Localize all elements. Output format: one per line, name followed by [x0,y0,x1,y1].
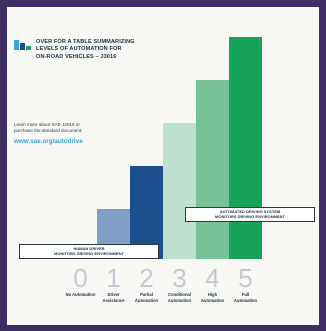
header-line: LEVELS OF AUTOMATION FOR [36,46,122,53]
level-5-bar [229,37,262,259]
sae-card: OVER FOR A TABLE SUMMARIZING LEVELS OF A… [7,7,319,325]
level-2-number: 2 [139,263,153,293]
level-1-label: Assistance [102,298,125,303]
autodrive-link[interactable]: www.sae.org/autodrive [14,138,83,145]
human-driver-line: HUMAN DRIVER [73,246,105,251]
level-4-number: 4 [205,263,219,293]
level-5-label: Automation [234,298,258,303]
level-4-label: High [208,292,218,297]
level-2-label: Automation [135,298,159,303]
human-driver-label: HUMAN DRIVER MONITORS DRIVING ENVIRONMEN… [19,244,159,259]
level-4-bar [196,80,229,259]
automated-system-label: AUTOMATED DRIVING SYSTEM MONITORS DRIVIN… [185,207,315,222]
sae-logo-icon [14,40,31,50]
automated-system-line: MONITORS DRIVING ENVIRONMENT [215,214,285,219]
learn-more-line: purchase the standard document: [14,128,83,134]
level-3-label: Automation [168,298,192,303]
level-3-number: 3 [172,263,186,293]
level-0-label: No Automation [66,292,96,297]
human-driver-line: MONITORS DRIVING ENVIRONMENT [54,251,124,256]
learn-more-text: Learn more about SAE J3016 or purchase t… [14,122,124,134]
level-1-label: Driver [107,292,119,297]
learn-more-line: Learn more about SAE J3016 or [14,122,80,127]
header-text: OVER FOR A TABLE SUMMARIZING LEVELS OF A… [36,39,196,61]
automation-levels-chart: 0No Automation1DriverAssistance2PartialA… [64,37,262,303]
level-2-label: Partial [140,292,153,297]
level-5-number: 5 [238,263,252,293]
header-line: ON-ROAD VEHICLES – J3016 [36,53,117,60]
level-1-number: 1 [106,263,120,293]
level-5-label: Full [242,292,249,297]
header-line: OVER FOR A TABLE SUMMARIZING [36,39,135,45]
level-3-label: Conditional [168,292,191,297]
level-4-label: Automation [201,298,225,303]
level-0-number: 0 [73,263,87,293]
automated-system-line: AUTOMATED DRIVING SYSTEM [219,209,281,214]
level-2-bar [130,166,163,259]
level-3-bar [163,123,196,259]
